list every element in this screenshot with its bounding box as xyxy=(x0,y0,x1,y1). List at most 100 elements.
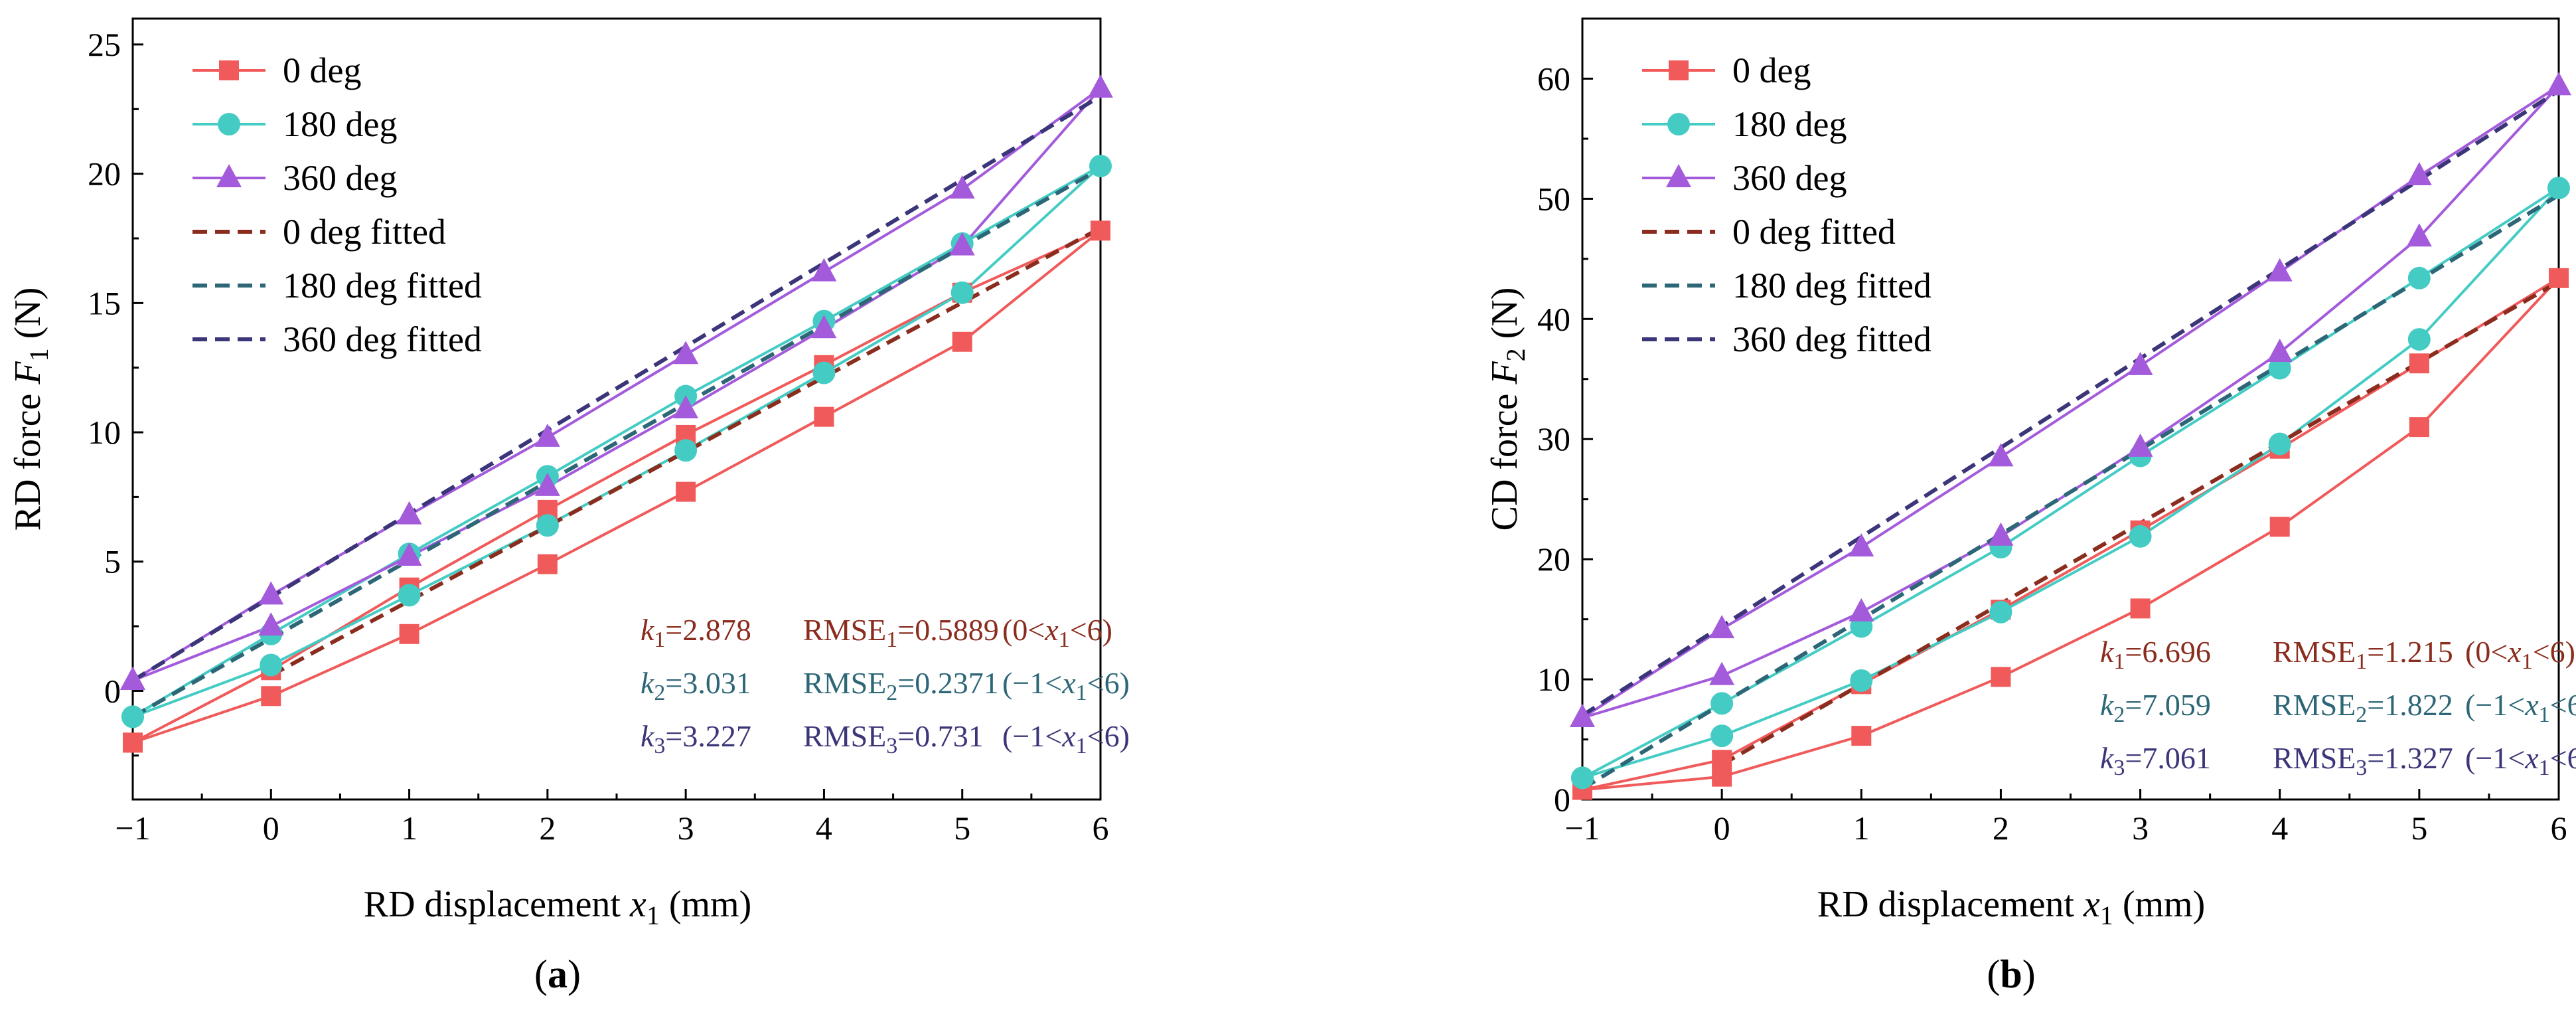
fit-annotation: k3=3.227 RMSE3=0.731 (−1<x1<6) xyxy=(641,719,1130,758)
data-point-triangle xyxy=(1988,443,2014,467)
fitted-line xyxy=(133,94,1100,683)
legend-label: 180 deg fitted xyxy=(283,266,482,305)
data-point-circle xyxy=(1850,669,1873,692)
legend-marker-triangle xyxy=(216,164,242,187)
legend-label: 180 deg fitted xyxy=(1732,266,1932,305)
legend-item: 0 deg fitted xyxy=(192,212,446,252)
data-point-triangle xyxy=(811,315,837,339)
fit-annotation: k1=6.696 RMSE1=1.215 (0<x1<6) xyxy=(2100,635,2575,674)
legend-marker-square xyxy=(219,60,239,80)
series-line-circle xyxy=(133,164,1100,718)
x-tick-label: 2 xyxy=(1993,809,2009,847)
data-point-triangle xyxy=(2127,433,2153,457)
legend-item: 360 deg xyxy=(192,158,397,198)
y-axis-label: CD force F2 (N) xyxy=(1484,288,1531,531)
data-point-triangle xyxy=(258,612,284,636)
data-point-circle xyxy=(1710,724,1734,748)
x-tick-label: −1 xyxy=(115,809,150,847)
y-tick-label: 5 xyxy=(104,543,121,580)
data-point-square xyxy=(1712,766,1732,787)
data-point-square xyxy=(814,406,834,427)
x-tick-label: 0 xyxy=(1714,809,1730,847)
legend-label: 0 deg xyxy=(283,50,361,90)
data-point-circle xyxy=(812,361,836,384)
data-point-circle xyxy=(2407,328,2431,351)
plot-area xyxy=(133,87,1100,744)
data-point-square xyxy=(261,686,281,707)
legend-label: 360 deg xyxy=(1732,158,1847,198)
x-tick-label: 1 xyxy=(1853,809,1870,847)
fitted-line xyxy=(133,167,1100,719)
data-point-square xyxy=(399,624,419,644)
data-point-circle xyxy=(121,705,144,728)
rmse-value: RMSE2=1.822 xyxy=(2273,688,2453,727)
data-point-square xyxy=(2269,517,2290,537)
fit-range: (−1<x1<6) xyxy=(1002,666,1130,705)
data-point-square xyxy=(2409,417,2429,438)
data-point-circle xyxy=(950,281,974,304)
y-tick-label: 0 xyxy=(1554,781,1570,818)
data-point-circle xyxy=(1989,600,2012,624)
fit-annotation: k2=7.059 RMSE2=1.822 (−1<x1<6) xyxy=(2100,688,2576,727)
fitted-line xyxy=(1582,89,2559,717)
data-point-triangle xyxy=(673,341,699,365)
legend: 0 deg 180 deg 360 deg 0 deg fitted 180 deg f… xyxy=(1642,50,1932,359)
data-point-triangle xyxy=(396,542,422,566)
slope-value: k3=7.061 xyxy=(2100,741,2211,780)
data-point-triangle xyxy=(1988,522,2014,546)
data-point-square xyxy=(952,331,972,352)
rmse-value: RMSE2=0.2371 xyxy=(803,666,999,705)
y-tick-label: 25 xyxy=(88,26,121,63)
data-point-circle xyxy=(1089,154,1112,177)
data-point-triangle xyxy=(396,501,422,525)
y-tick-label: 50 xyxy=(1537,180,1570,217)
x-tick-label: 6 xyxy=(2551,809,2567,847)
legend-item: 360 deg fitted xyxy=(192,319,482,359)
panel-label: (a) xyxy=(534,952,581,996)
legend-label: 360 deg fitted xyxy=(283,319,482,359)
data-point-triangle xyxy=(949,175,975,199)
rmse-value: RMSE1=0.5889 xyxy=(803,613,999,652)
data-point-triangle xyxy=(2267,338,2293,362)
fit-annotation: k3=7.061 RMSE3=1.327 (−1<x1<6) xyxy=(2100,741,2576,780)
panel-label: (b) xyxy=(1987,952,2035,996)
legend-label: 0 deg fitted xyxy=(1732,212,1896,252)
data-point-triangle xyxy=(2406,162,2432,186)
x-axis-label: RD displacement x1 (mm) xyxy=(1817,884,2206,930)
legend-item: 180 deg fitted xyxy=(192,266,482,305)
legend-label: 0 deg xyxy=(1732,50,1811,90)
data-point-triangle xyxy=(1709,615,1735,639)
fit-range: (−1<x1<6) xyxy=(2465,688,2576,727)
data-point-square xyxy=(1712,750,1732,770)
x-tick-label: −1 xyxy=(1564,809,1600,847)
x-axis-label: RD displacement x1 (mm) xyxy=(364,884,752,930)
data-point-circle xyxy=(1571,766,1594,790)
data-point-triangle xyxy=(949,232,975,256)
legend-item: 360 deg xyxy=(1642,158,1847,198)
fit-annotation: k1=2.878 RMSE1=0.5889 (0<x1<6) xyxy=(641,613,1112,652)
data-point-square xyxy=(2130,598,2151,619)
y-tick-label: 20 xyxy=(1537,541,1570,578)
slope-value: k2=3.031 xyxy=(641,666,751,705)
x-tick-label: 4 xyxy=(2271,809,2288,847)
legend-label: 180 deg xyxy=(1732,104,1847,144)
data-point-triangle xyxy=(2546,72,2571,96)
y-tick-label: 60 xyxy=(1537,60,1570,97)
legend-label: 0 deg fitted xyxy=(283,212,446,252)
data-point-triangle xyxy=(534,472,560,496)
rmse-value: RMSE3=1.327 xyxy=(2273,741,2453,780)
data-point-triangle xyxy=(1088,74,1113,98)
y-tick-label: 40 xyxy=(1537,300,1570,337)
data-point-circle xyxy=(260,653,283,677)
slope-value: k1=6.696 xyxy=(2100,635,2211,674)
data-point-circle xyxy=(674,439,698,462)
data-point-circle xyxy=(2268,357,2291,380)
data-point-square xyxy=(676,481,696,502)
y-tick-label: 0 xyxy=(104,672,121,709)
data-point-square xyxy=(2409,353,2429,374)
x-tick-label: 3 xyxy=(678,809,694,847)
y-tick-label: 15 xyxy=(88,284,121,321)
data-point-triangle xyxy=(1570,703,1595,727)
fit-range: (−1<x1<6) xyxy=(2465,741,2576,780)
